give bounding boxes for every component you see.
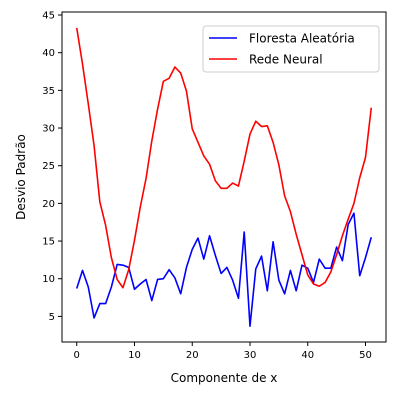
series-line-2 xyxy=(75,27,373,289)
y-tick-label: 25 xyxy=(42,161,55,172)
x-tick-label: 0 xyxy=(74,350,80,361)
series-line-1 xyxy=(75,212,373,327)
y-tick-label: 35 xyxy=(42,86,55,97)
series-layer xyxy=(75,27,373,327)
y-tick-label: 10 xyxy=(42,274,55,285)
legend-label-1: Floresta Aleatória xyxy=(249,32,355,46)
x-tick-label: 20 xyxy=(186,350,199,361)
legend: Floresta Aleatória Rede Neural xyxy=(202,25,380,73)
legend-label-2: Rede Neural xyxy=(249,53,323,67)
x-tick-label: 40 xyxy=(301,350,314,361)
y-tick-label: 40 xyxy=(42,48,55,59)
plot-area-frame xyxy=(61,11,387,343)
y-tick-label: 5 xyxy=(49,312,55,323)
y-tick-label: 20 xyxy=(42,199,55,210)
y-tick-label: 45 xyxy=(42,11,55,22)
x-tick-label: 30 xyxy=(244,350,257,361)
x-axis-label: Componente de x xyxy=(171,371,278,385)
x-tick-label: 10 xyxy=(128,350,141,361)
x-tick-label: 50 xyxy=(359,350,372,361)
y-axis: 5 10 15 20 25 30 35 40 45 xyxy=(42,11,62,323)
y-axis-label: Desvio Padrão xyxy=(14,134,28,220)
legend-box xyxy=(202,25,380,73)
x-axis: 0 10 20 30 40 50 xyxy=(74,342,372,361)
y-tick-label: 15 xyxy=(42,237,55,248)
y-tick-label: 30 xyxy=(42,124,55,135)
